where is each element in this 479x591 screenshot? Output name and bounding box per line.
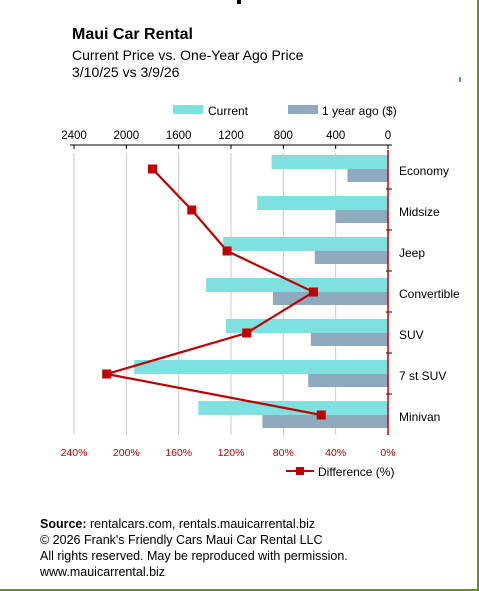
percent-tick-label: 200%	[113, 447, 140, 459]
copyright-line: © 2026 Frank's Friendly Cars Maui Car Re…	[40, 533, 323, 547]
website-line: www.mauicarrental.biz	[40, 565, 166, 579]
bar-current	[257, 196, 388, 210]
chart-subtitle: Current Price vs. One-Year Ago Price	[72, 47, 304, 63]
bar-year-ago	[310, 333, 388, 346]
percent-tick-label: 0%	[380, 447, 395, 459]
bar-current	[223, 237, 388, 251]
bar-year-ago	[314, 251, 388, 264]
chart-date-range: 3/10/25 vs 3/9/26	[72, 64, 180, 80]
bar-year-ago	[335, 210, 388, 223]
rights-line: All rights reserved. May be reproduced w…	[40, 549, 348, 563]
legend-label-difference: Difference (%)	[318, 465, 394, 479]
bar-year-ago	[272, 292, 388, 305]
price-tick-label: 2000	[114, 130, 140, 142]
bar-current	[225, 319, 388, 333]
category-label: SUV	[399, 328, 424, 342]
top-marker	[237, 0, 241, 4]
bar-current	[271, 155, 388, 169]
percent-tick-label: 80%	[273, 447, 294, 459]
legend-label-current: Current	[208, 104, 249, 118]
difference-marker	[102, 369, 112, 379]
price-tick-label: 1200	[218, 130, 244, 142]
category-label: Minivan	[399, 410, 440, 424]
percent-tick-label: 240%	[61, 447, 88, 459]
source-line: Source: rentalcars.com, rentals.mauicarr…	[40, 516, 348, 532]
legend-marker-difference	[296, 467, 304, 475]
legend-swatch-current	[173, 105, 203, 114]
price-tick-label: 800	[274, 130, 293, 142]
category-label: Convertible	[399, 287, 460, 301]
accent-mark	[459, 77, 461, 82]
bar-year-ago	[347, 169, 388, 182]
source-label: Source:	[40, 517, 87, 531]
difference-marker	[242, 328, 252, 338]
legend-label-year-ago: 1 year ago ($)	[322, 104, 397, 118]
percent-tick-label: 160%	[165, 447, 192, 459]
difference-marker	[148, 164, 157, 174]
percent-tick-label: 120%	[218, 447, 245, 459]
bar-year-ago	[262, 415, 388, 428]
price-tick-label: 2400	[61, 130, 87, 142]
percent-tick-label: 40%	[325, 447, 346, 459]
difference-marker	[187, 205, 197, 215]
price-tick-label: 0	[385, 130, 391, 142]
legend-swatch-year-ago	[288, 105, 318, 114]
price-tick-label: 400	[326, 130, 345, 142]
bar-current	[198, 401, 388, 415]
source-text: rentalcars.com, rentals.mauicarrental.bi…	[86, 517, 316, 531]
bar-current	[134, 360, 388, 374]
category-label: Jeep	[399, 246, 425, 260]
category-label: Economy	[399, 164, 449, 178]
difference-marker	[308, 287, 318, 297]
difference-marker	[316, 410, 326, 420]
chart-title: Maui Car Rental	[72, 26, 193, 43]
price-tick-label: 1600	[166, 130, 192, 142]
category-label: 7 st SUV	[399, 369, 446, 383]
category-label: Midsize	[399, 205, 440, 219]
difference-marker	[222, 246, 232, 256]
footer: Source: rentalcars.com, rentals.mauicarr…	[40, 516, 348, 580]
bar-year-ago	[308, 374, 388, 387]
